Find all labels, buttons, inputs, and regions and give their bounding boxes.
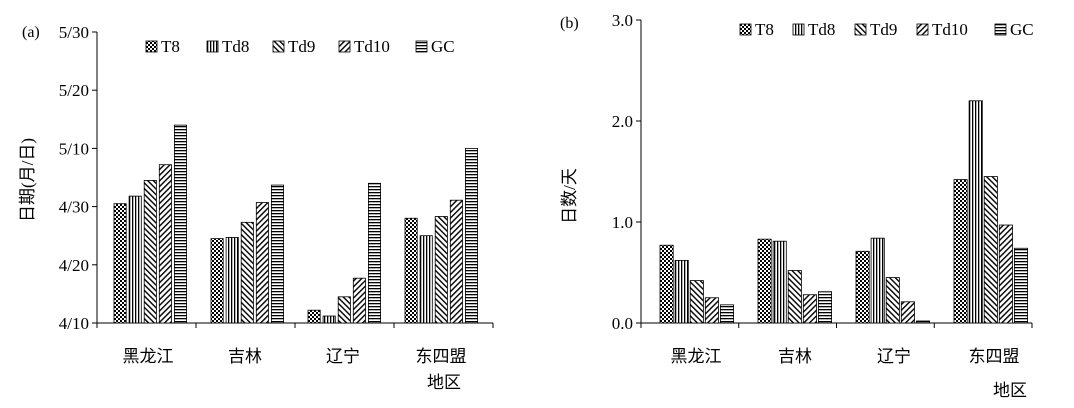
y-tick-label-b: 2.0 xyxy=(612,112,633,131)
legend-a: T8 Td8 Td9 Td10 GC xyxy=(145,37,455,56)
axes-b: 0.0 1.0 2.0 3.0 黑龙江 吉林 辽宁 东四盟 xyxy=(612,11,1033,366)
bar-a-td8-2 xyxy=(225,237,239,324)
x-axis-label-a: 地区 xyxy=(427,373,461,392)
bar-a-t8-2 xyxy=(210,238,224,324)
panel-label-b: (b) xyxy=(560,15,579,32)
x-tick-label-a: 东四盟 xyxy=(416,347,467,366)
x-tick-label-a: 辽宁 xyxy=(326,347,360,366)
bar-b-gc-3 xyxy=(916,320,931,324)
bar-a-td10-2 xyxy=(255,202,269,324)
y-tick-label-a: 5/10 xyxy=(59,139,89,158)
bar-b-t8-3 xyxy=(855,250,870,324)
bar-a-gc-1 xyxy=(173,124,187,324)
chart-panel-b: (b) 日数/天 地区 0.0 1.0 2.0 3.0 黑龙江 吉林 辽宁 东四盟 T8 Td8… xyxy=(560,11,1034,400)
bar-a-td10-1 xyxy=(158,164,172,324)
bar-b-td10-3 xyxy=(900,301,915,324)
bar-a-td8-3 xyxy=(322,315,336,324)
x-tick-label-a: 黑龙江 xyxy=(123,347,174,366)
legend-swatch-b-td10 xyxy=(916,23,929,36)
legend-label-b-td8: Td8 xyxy=(808,20,835,39)
legend-label-a-td9: Td9 xyxy=(288,37,315,56)
bar-b-gc-4 xyxy=(1014,247,1029,324)
x-tick-label-b: 吉林 xyxy=(778,347,812,366)
bar-b-td8-4 xyxy=(968,100,983,324)
bar-a-t8-1 xyxy=(113,203,127,324)
bar-b-t8-4 xyxy=(953,179,968,324)
y-axis-label-a: 日期(月/日) xyxy=(18,138,37,222)
legend-swatch-a-t8 xyxy=(145,40,158,53)
bar-a-td9-1 xyxy=(143,180,157,324)
panel-label-a: (a) xyxy=(22,24,40,41)
axes-a: 4/10 4/20 4/30 5/10 5/20 5/30 黑龙江 吉林 辽宁 东四盟 xyxy=(59,23,494,366)
legend-label-b-t8: T8 xyxy=(755,20,774,39)
legend-swatch-b-gc xyxy=(994,23,1007,36)
x-axis-label-b: 地区 xyxy=(993,381,1027,400)
y-tick-label-a: 5/30 xyxy=(59,23,89,42)
y-tick-label-a: 4/30 xyxy=(59,198,89,217)
legend-label-a-t8: T8 xyxy=(161,37,180,56)
bar-a-td9-2 xyxy=(240,221,254,324)
legend-swatch-b-td8 xyxy=(792,23,805,36)
y-tick-label-a: 4/10 xyxy=(59,314,89,333)
legend-swatch-a-td10 xyxy=(338,40,351,53)
bar-b-td8-2 xyxy=(772,240,787,324)
legend-label-b-gc: GC xyxy=(1010,20,1034,39)
legend-swatch-a-td8 xyxy=(206,40,219,53)
legend-label-a-td10: Td10 xyxy=(354,37,390,56)
legend-label-b-td10: Td10 xyxy=(932,20,968,39)
x-tick-label-b: 东四盟 xyxy=(969,347,1020,366)
chart-panel-a: (a) 日期(月/日) 地区 4/10 4/20 4/30 5/10 5/20 5/30 黑… xyxy=(18,23,494,392)
bar-a-td10-3 xyxy=(352,277,366,324)
bar-b-t8-2 xyxy=(757,238,772,324)
bar-b-t8-1 xyxy=(659,244,674,324)
bar-b-td10-2 xyxy=(802,294,817,324)
legend-swatch-a-gc xyxy=(415,40,428,53)
x-tick-label-a: 吉林 xyxy=(228,347,262,366)
bar-a-t8-4 xyxy=(404,217,418,324)
bar-a-td8-1 xyxy=(128,195,142,324)
bar-a-td8-4 xyxy=(419,235,433,324)
legend-swatch-b-t8 xyxy=(739,23,752,36)
legend-b: T8 Td8 Td9 Td10 GC xyxy=(739,20,1034,39)
bars-b xyxy=(659,100,1029,324)
y-tick-label-a: 4/20 xyxy=(59,256,89,275)
legend-swatch-a-td9 xyxy=(272,40,285,53)
bar-a-gc-2 xyxy=(270,184,284,324)
legend-label-a-td8: Td8 xyxy=(222,37,249,56)
bars-a xyxy=(113,124,478,324)
y-tick-label-b: 0.0 xyxy=(612,314,633,333)
x-tick-label-b: 黑龙江 xyxy=(671,347,722,366)
bar-a-td9-3 xyxy=(337,296,351,324)
bar-b-td8-3 xyxy=(870,237,885,324)
bar-a-gc-4 xyxy=(464,147,478,324)
bar-b-td10-4 xyxy=(998,224,1013,324)
bar-b-td10-1 xyxy=(704,297,719,324)
bar-b-gc-2 xyxy=(818,291,833,324)
y-tick-label-b: 3.0 xyxy=(612,11,633,30)
bar-b-td8-1 xyxy=(674,259,689,324)
bar-b-gc-1 xyxy=(720,304,735,324)
bar-b-td9-4 xyxy=(983,176,998,324)
legend-label-a-gc: GC xyxy=(431,37,455,56)
legend-label-b-td9: Td9 xyxy=(870,20,897,39)
bar-a-td9-4 xyxy=(434,216,448,324)
x-tick-label-b: 辽宁 xyxy=(877,347,911,366)
bar-b-td9-2 xyxy=(787,270,802,324)
bar-b-td9-1 xyxy=(689,280,704,324)
bar-a-t8-3 xyxy=(307,309,321,324)
y-axis-label-b: 日数/天 xyxy=(560,168,579,224)
bar-b-td9-3 xyxy=(885,277,900,324)
bar-a-td10-4 xyxy=(449,199,463,324)
legend-swatch-b-td9 xyxy=(854,23,867,36)
bar-a-gc-3 xyxy=(367,182,381,324)
y-tick-label-b: 1.0 xyxy=(612,213,633,232)
y-tick-label-a: 5/20 xyxy=(59,81,89,100)
